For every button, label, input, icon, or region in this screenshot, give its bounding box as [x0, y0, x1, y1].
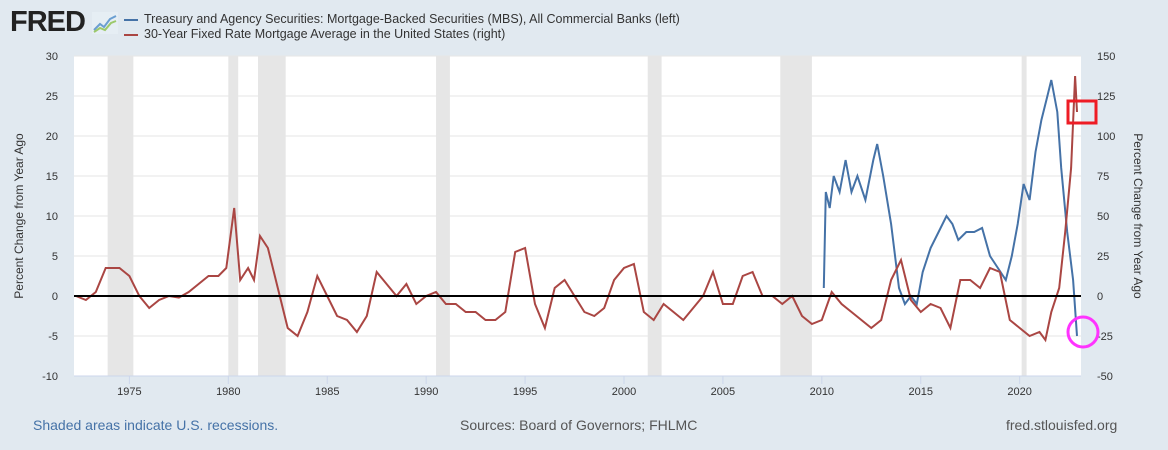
x-tick-label: 2005 [711, 386, 735, 398]
y-tick-label-left: 25 [46, 91, 58, 103]
y-tick-label-right: 125 [1097, 91, 1115, 103]
series-line-mbs [822, 79, 1078, 337]
legend-label: Treasury and Agency Securities: Mortgage… [144, 12, 680, 26]
y-tick-label-left: 15 [46, 171, 58, 183]
x-tick-label: 2010 [810, 386, 834, 398]
chart-legend: Treasury and Agency Securities: Mortgage… [124, 12, 680, 42]
y-tick-label-left: 20 [46, 131, 58, 143]
legend-label: 30-Year Fixed Rate Mortgage Average in t… [144, 27, 506, 41]
legend-item-mortgage-rate[interactable]: 30-Year Fixed Rate Mortgage Average in t… [124, 27, 680, 42]
x-tick-label: 1975 [117, 386, 141, 398]
x-tick-label: 2015 [909, 386, 933, 398]
legend-swatch [124, 18, 138, 21]
legend-swatch [124, 33, 138, 36]
y-axis-label-left: Percent Change from Year Ago [12, 133, 26, 299]
y-tick-label-left: -5 [48, 331, 58, 343]
legend-item-mbs[interactable]: Treasury and Agency Securities: Mortgage… [124, 12, 680, 27]
y-tick-label-right: 150 [1097, 51, 1115, 63]
y-tick-label-right: -25 [1097, 331, 1113, 343]
y-tick-label-left: -10 [42, 371, 58, 383]
chart-area: -10-5051015202530-50-2502550751001251501… [12, 51, 1145, 398]
x-tick-label: 1990 [414, 386, 438, 398]
x-tick-label: 1980 [216, 386, 240, 398]
y-tick-label-left: 5 [52, 251, 58, 263]
fred-logo[interactable]: FRED [10, 6, 119, 39]
y-tick-label-right: 25 [1097, 251, 1109, 263]
recession-note[interactable]: Shaded areas indicate U.S. recessions. [33, 417, 279, 433]
chart-logo-icon [92, 12, 119, 35]
y-tick-label-right: 75 [1097, 171, 1109, 183]
site-link[interactable]: fred.stlouisfed.org [1006, 417, 1118, 433]
y-tick-label-right: 100 [1097, 131, 1115, 143]
x-tick-label: 1985 [315, 386, 339, 398]
y-tick-label-left: 0 [52, 291, 58, 303]
sources-text: Sources: Board of Governors; FHLMC [460, 417, 698, 433]
y-tick-label-left: 30 [46, 51, 58, 63]
y-tick-label-left: 10 [46, 211, 58, 223]
x-tick-label: 2020 [1007, 386, 1031, 398]
logo-text: FRED [10, 6, 86, 38]
annotation-red-rectangle [1066, 99, 1098, 125]
x-tick-label: 1995 [513, 386, 537, 398]
y-tick-label-right: 0 [1097, 291, 1103, 303]
y-tick-label-right: 50 [1097, 211, 1109, 223]
x-tick-label: 2000 [612, 386, 636, 398]
y-tick-label-right: -50 [1097, 371, 1113, 383]
y-axis-label-right: Percent Change from Year Ago [1131, 133, 1145, 299]
annotation-magenta-circle [1066, 315, 1100, 349]
series-line-mortgage-rate [75, 75, 1078, 343]
